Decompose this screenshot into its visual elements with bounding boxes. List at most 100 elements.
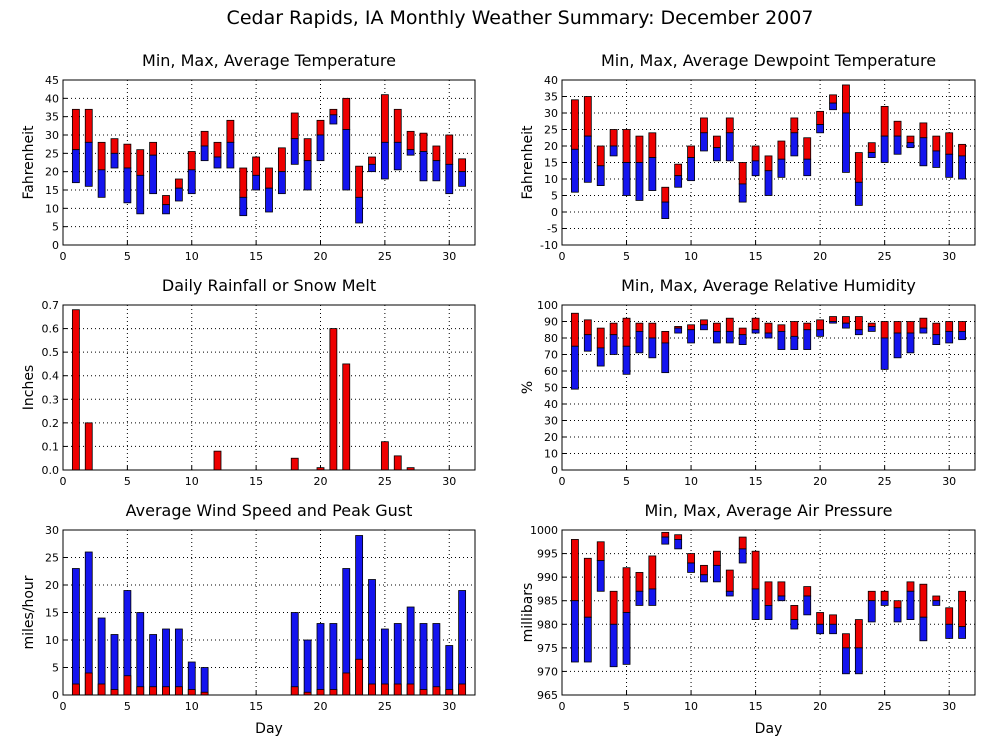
bar-min-to-avg xyxy=(867,326,876,332)
bar-avg-to-max xyxy=(84,108,93,143)
bar-peak-gust xyxy=(316,623,325,696)
bar-avg-to-max xyxy=(919,317,928,329)
bar-min-to-avg xyxy=(816,124,825,134)
x-tick-label: 15 xyxy=(249,475,263,488)
x-tick-label: 5 xyxy=(124,475,131,488)
bar-min-to-avg xyxy=(842,647,850,675)
x-tick-label: 5 xyxy=(623,475,630,488)
bar-min-to-avg xyxy=(458,171,467,187)
bar-min-to-avg xyxy=(596,347,605,367)
x-tick-label: 0 xyxy=(559,250,566,263)
bar-avg-to-max xyxy=(622,567,631,613)
y-tick-label: 10 xyxy=(45,634,59,647)
bar-avg-wind xyxy=(123,675,132,696)
bar-min-to-avg xyxy=(816,329,825,337)
bar-avg-to-max xyxy=(687,553,695,564)
bar-avg-to-max xyxy=(867,142,876,153)
bar-min-to-avg xyxy=(687,562,695,573)
bar-avg-to-max xyxy=(596,145,605,167)
plot-frame xyxy=(561,529,976,696)
x-tick-label: 15 xyxy=(249,700,263,713)
bar-avg-to-max xyxy=(252,156,261,176)
bar-min-to-avg xyxy=(725,330,734,344)
bar-avg-to-max xyxy=(803,137,812,160)
x-tick-label: 15 xyxy=(749,700,763,713)
bar-min-to-avg xyxy=(648,588,657,606)
y-tick-label: 20 xyxy=(544,140,558,153)
bar-avg-wind xyxy=(174,686,183,696)
y-tick-label: 0.3 xyxy=(42,393,60,406)
y-tick-label: 40 xyxy=(45,92,59,105)
bar-min-to-avg xyxy=(290,138,299,165)
bar-min-to-avg xyxy=(906,590,915,620)
y-tick-label: 0.0 xyxy=(42,464,60,477)
bar-avg-to-max xyxy=(687,324,695,331)
bar-avg-to-max xyxy=(893,600,902,609)
bar-min-to-avg xyxy=(648,337,657,359)
bar-avg-to-max xyxy=(445,134,454,165)
y-tick-label: 970 xyxy=(537,665,558,678)
bar-avg-to-max xyxy=(213,141,222,158)
bar-min-to-avg xyxy=(635,590,644,606)
x-tick-label: 20 xyxy=(813,250,827,263)
x-tick-label: 20 xyxy=(314,475,328,488)
bar-min-to-avg xyxy=(674,327,683,334)
bar-avg-to-max xyxy=(777,324,786,332)
bar-min-to-avg xyxy=(136,174,145,215)
bar-avg-to-max xyxy=(712,550,721,566)
bar-min-to-avg xyxy=(265,187,273,213)
bar-peak-gust xyxy=(136,612,145,696)
bar-avg-to-max xyxy=(738,162,747,185)
y-tick-label: 0.4 xyxy=(42,370,60,383)
bar-avg-wind xyxy=(149,686,158,696)
bar-min-to-avg xyxy=(712,147,721,162)
bar-avg-to-max xyxy=(200,130,209,147)
x-tick-label: 25 xyxy=(878,700,892,713)
bar-min-to-avg xyxy=(609,623,618,668)
x-tick-label: 0 xyxy=(60,700,67,713)
bar-min-to-avg xyxy=(609,145,618,157)
bar-avg-to-max xyxy=(380,94,389,143)
bar-avg-wind xyxy=(445,689,454,696)
plot-frame xyxy=(62,304,476,471)
bar-avg-to-max xyxy=(329,108,338,116)
bar-avg-to-max xyxy=(751,550,760,590)
y-tick-label: 10 xyxy=(544,173,558,186)
bar-min-to-avg xyxy=(945,153,954,178)
bar-min-to-avg xyxy=(829,321,837,324)
bar-rainfall xyxy=(71,309,80,471)
x-tick-label: 30 xyxy=(442,700,456,713)
bar-avg-to-max xyxy=(906,321,915,334)
bar-avg-wind xyxy=(97,683,106,696)
bar-peak-gust xyxy=(458,590,467,696)
bar-min-to-avg xyxy=(661,201,670,220)
bar-avg-to-max xyxy=(97,141,106,171)
bar-min-to-avg xyxy=(958,626,966,639)
y-tick-label: 25 xyxy=(45,147,59,160)
bar-avg-to-max xyxy=(893,321,902,334)
bar-avg-to-max xyxy=(906,581,915,592)
bar-min-to-avg xyxy=(84,141,93,187)
y-tick-label: 990 xyxy=(537,571,558,584)
y-tick-label: 0 xyxy=(551,206,558,219)
bar-avg-to-max xyxy=(661,330,670,344)
bar-min-to-avg xyxy=(867,152,876,158)
dewpoint-panel: Min, Max, Average Dewpoint Temperature -1… xyxy=(520,51,976,263)
bar-avg-to-max xyxy=(136,149,145,176)
bar-avg-to-max xyxy=(622,317,631,347)
bar-min-to-avg xyxy=(687,157,695,182)
bar-avg-to-max xyxy=(406,130,415,151)
y-tick-label: 15 xyxy=(45,184,59,197)
bar-avg-wind xyxy=(368,683,376,696)
x-axis-label: Day xyxy=(755,721,783,737)
y-tick-label: 980 xyxy=(537,618,558,631)
bar-avg-to-max xyxy=(316,119,325,136)
y-tick-label: 20 xyxy=(45,579,59,592)
bar-avg-to-max xyxy=(687,145,695,158)
bar-avg-to-max xyxy=(674,534,683,540)
bar-min-to-avg xyxy=(648,157,657,191)
bar-avg-to-max xyxy=(725,317,734,332)
bar-min-to-avg xyxy=(368,163,376,173)
bar-min-to-avg xyxy=(751,329,760,334)
bar-avg-to-max xyxy=(764,155,773,172)
